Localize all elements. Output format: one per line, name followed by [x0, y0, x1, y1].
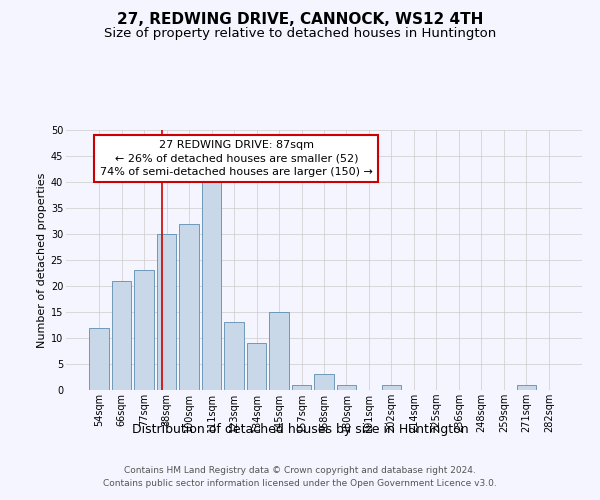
Bar [247, 343, 266, 390]
Text: 27 REDWING DRIVE: 87sqm
← 26% of detached houses are smaller (52)
74% of semi-de: 27 REDWING DRIVE: 87sqm ← 26% of detache… [100, 140, 373, 177]
Y-axis label: Number of detached properties: Number of detached properties [37, 172, 47, 348]
Bar [269, 312, 289, 390]
Bar [337, 385, 356, 390]
Text: Size of property relative to detached houses in Huntington: Size of property relative to detached ho… [104, 28, 496, 40]
Bar [517, 385, 536, 390]
Text: 27, REDWING DRIVE, CANNOCK, WS12 4TH: 27, REDWING DRIVE, CANNOCK, WS12 4TH [117, 12, 483, 28]
Bar [89, 328, 109, 390]
Bar [202, 177, 221, 390]
Bar [382, 385, 401, 390]
Bar [314, 374, 334, 390]
Bar [224, 322, 244, 390]
Bar [179, 224, 199, 390]
Bar [292, 385, 311, 390]
Text: Contains HM Land Registry data © Crown copyright and database right 2024.
Contai: Contains HM Land Registry data © Crown c… [103, 466, 497, 487]
Bar [134, 270, 154, 390]
Text: Distribution of detached houses by size in Huntington: Distribution of detached houses by size … [131, 422, 469, 436]
Bar [112, 281, 131, 390]
Bar [157, 234, 176, 390]
